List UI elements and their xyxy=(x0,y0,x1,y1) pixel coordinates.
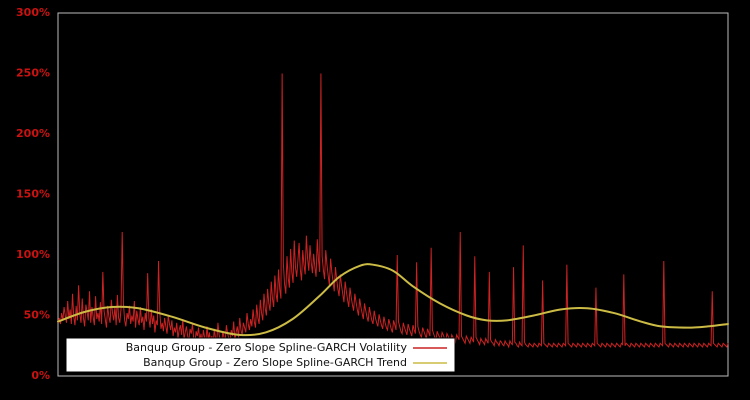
chart-legend[interactable]: Banqup Group - Zero Slope Spline-GARCH V… xyxy=(65,337,456,373)
legend-entry-label: Banqup Group - Zero Slope Spline-GARCH T… xyxy=(143,356,407,369)
trend-series-line xyxy=(57,263,729,337)
y-axis-tick-label: 300% xyxy=(16,6,50,19)
y-axis-tick-label: 50% xyxy=(24,309,50,322)
volatility-series-line xyxy=(57,73,729,349)
y-axis-tick-label: 200% xyxy=(16,127,50,140)
y-axis-tick-label: 150% xyxy=(16,188,50,201)
legend-background xyxy=(65,337,456,373)
y-axis-tick-label: 100% xyxy=(16,248,50,261)
y-axis-tick-labels: 0% 50% 100% 150% 200% 250% 300% xyxy=(16,6,50,382)
legend-entry-label: Banqup Group - Zero Slope Spline-GARCH V… xyxy=(126,341,408,354)
y-axis-tick-label: 0% xyxy=(31,369,50,382)
y-axis-tick-label: 250% xyxy=(16,67,50,80)
axis-frame xyxy=(57,12,729,377)
